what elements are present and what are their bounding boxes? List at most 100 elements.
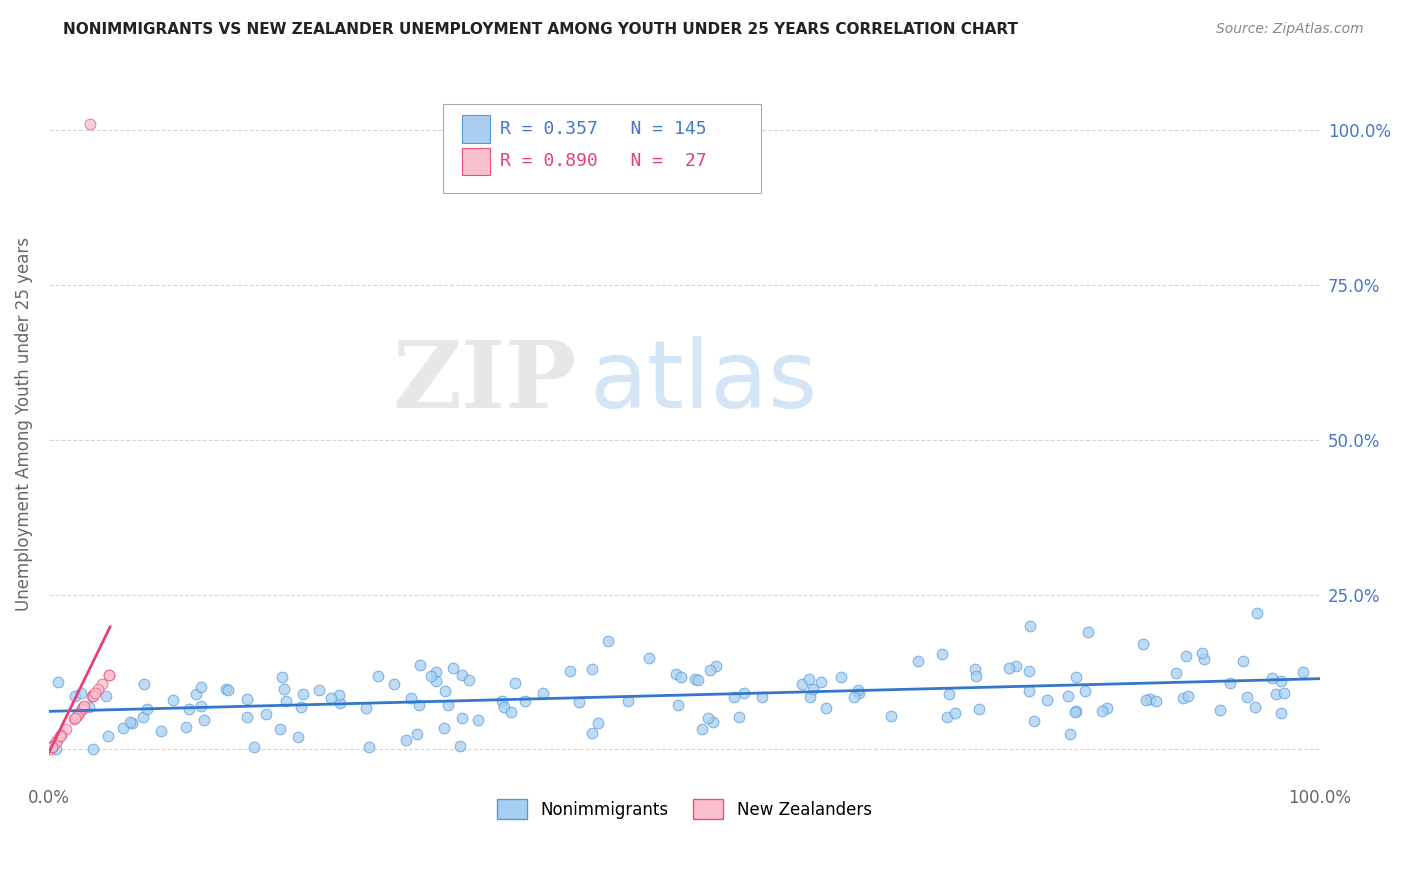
Point xyxy=(408,698,430,712)
Point xyxy=(1292,665,1315,679)
Point xyxy=(434,684,457,698)
Point xyxy=(560,664,582,678)
Point xyxy=(1232,654,1254,668)
Point xyxy=(1191,646,1213,660)
Point xyxy=(70,686,93,700)
Point xyxy=(790,677,813,691)
Point xyxy=(503,676,526,690)
Point xyxy=(751,690,773,704)
Point xyxy=(357,739,380,754)
Point xyxy=(1018,664,1040,678)
Point xyxy=(174,720,197,734)
Point xyxy=(1004,659,1026,673)
Point xyxy=(1219,675,1241,690)
Point xyxy=(63,712,86,726)
Point xyxy=(467,713,489,727)
Point xyxy=(1022,714,1045,728)
Point xyxy=(73,699,96,714)
Point xyxy=(190,680,212,694)
Point xyxy=(846,682,869,697)
Point xyxy=(321,691,343,706)
Point xyxy=(581,726,603,740)
Point xyxy=(1064,670,1087,684)
Point xyxy=(1139,691,1161,706)
Point xyxy=(907,654,929,668)
Point xyxy=(150,723,173,738)
Point xyxy=(931,647,953,661)
Point xyxy=(1144,694,1167,708)
Point xyxy=(41,739,63,754)
Point xyxy=(1064,704,1087,718)
Point xyxy=(1091,704,1114,718)
Point xyxy=(186,687,208,701)
Point xyxy=(45,742,67,756)
Point xyxy=(1272,686,1295,700)
Point xyxy=(1209,703,1232,717)
Point xyxy=(1171,690,1194,705)
Point xyxy=(162,693,184,707)
Point xyxy=(965,669,987,683)
Point xyxy=(72,700,94,714)
Point xyxy=(568,695,591,709)
Point xyxy=(193,713,215,727)
Point xyxy=(499,706,522,720)
Y-axis label: Unemployment Among Youth under 25 years: Unemployment Among Youth under 25 years xyxy=(15,237,32,611)
Point xyxy=(830,670,852,684)
Point xyxy=(1270,706,1292,720)
Point xyxy=(274,694,297,708)
Point xyxy=(692,722,714,736)
Point xyxy=(702,715,724,730)
Point xyxy=(45,735,67,749)
Point xyxy=(118,714,141,729)
Point xyxy=(598,633,620,648)
Point xyxy=(39,742,62,756)
Point xyxy=(55,722,77,736)
Point xyxy=(1019,618,1042,632)
Point xyxy=(1059,727,1081,741)
Point xyxy=(938,687,960,701)
Point xyxy=(965,662,987,676)
Point xyxy=(683,672,706,686)
Legend: Nonimmigrants, New Zealanders: Nonimmigrants, New Zealanders xyxy=(491,793,879,825)
Point xyxy=(531,686,554,700)
Point xyxy=(67,706,90,721)
Point xyxy=(287,730,309,744)
Point xyxy=(704,658,727,673)
Point xyxy=(1236,690,1258,704)
FancyBboxPatch shape xyxy=(443,104,761,193)
Point xyxy=(1057,690,1080,704)
Point xyxy=(97,668,120,682)
Point xyxy=(111,721,134,735)
Point xyxy=(291,687,314,701)
Point xyxy=(97,668,120,682)
Point xyxy=(236,710,259,724)
Point xyxy=(420,668,443,682)
Point xyxy=(217,683,239,698)
Point xyxy=(1077,625,1099,640)
Point xyxy=(513,694,536,708)
Point xyxy=(458,673,481,687)
Point xyxy=(190,699,212,714)
Point xyxy=(1095,701,1118,715)
Point xyxy=(329,696,352,710)
FancyBboxPatch shape xyxy=(463,147,489,175)
Point xyxy=(1175,648,1198,663)
Point xyxy=(70,702,93,716)
Point xyxy=(797,672,820,686)
Point xyxy=(46,675,69,690)
Point xyxy=(1166,665,1188,680)
Point xyxy=(67,706,90,720)
Point xyxy=(96,689,118,703)
Point xyxy=(727,710,749,724)
Point xyxy=(82,689,104,703)
Point xyxy=(82,742,104,756)
Point xyxy=(733,686,755,700)
Text: R = 0.357   N = 145: R = 0.357 N = 145 xyxy=(501,120,707,138)
Point xyxy=(815,701,838,715)
Point xyxy=(437,698,460,713)
Point xyxy=(406,727,429,741)
Point xyxy=(290,700,312,714)
Point xyxy=(63,690,86,704)
Point xyxy=(135,702,157,716)
Point xyxy=(66,708,89,723)
